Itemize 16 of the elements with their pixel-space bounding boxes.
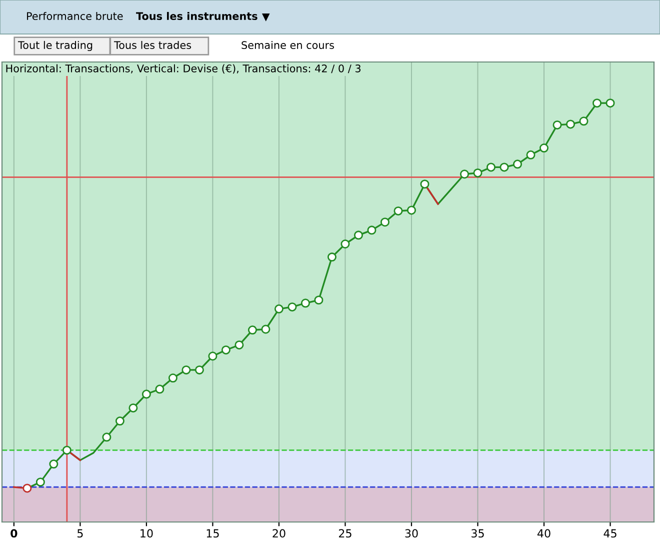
x-tick-label: 40 (537, 529, 550, 538)
text: Horizontal: Transactions, Vertical: Devise (€), Transactions: 42 / 0 / 3 (6, 64, 360, 74)
x-tick-label: 30 (405, 529, 418, 538)
x-tick-label: 20 (272, 529, 286, 538)
text: Semaine en cours (242, 40, 334, 50)
x-tick-label: 35 (472, 529, 484, 538)
chart-subtitle: Tous les instruments (136, 12, 258, 20)
x-tick-label: 5 (78, 529, 83, 538)
x-tick-label: 10 (140, 529, 153, 538)
x-tick-label: 45 (604, 529, 616, 538)
x-tick-label: 25 (338, 529, 352, 538)
text: Tous les trades (114, 40, 192, 50)
text: Tout le trading (18, 40, 92, 52)
x-tick-label: 15 (206, 529, 219, 538)
x-tick-label: 0 (10, 529, 18, 538)
chart-title: Performance brute (27, 12, 123, 20)
